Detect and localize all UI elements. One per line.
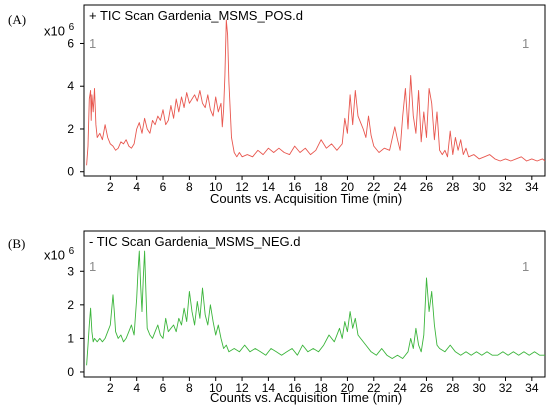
x-tick-label-a-3: 8: [186, 180, 193, 194]
x-tick-label-b-2: 6: [160, 381, 167, 395]
y-tick-label-a-2: 4: [67, 79, 74, 93]
x-tick-label-b-14: 30: [472, 381, 486, 395]
corner-label-right-a: 1: [522, 36, 530, 51]
y-tick-label-b-2: 2: [67, 298, 74, 312]
y-tick-label-a-0: 0: [67, 165, 74, 179]
x-tick-label-a-6: 14: [262, 180, 276, 194]
chart-title-b: - TIC Scan Gardenia_MSMS_NEG.d: [89, 234, 301, 249]
x-tick-label-a-16: 34: [525, 180, 539, 194]
x-tick-label-b-5: 12: [235, 381, 249, 395]
exponent-a: x10 6: [44, 22, 74, 38]
panel-label-a: (A): [8, 12, 27, 27]
chart-title-a: + TIC Scan Gardenia_MSMS_POS.d: [89, 8, 303, 23]
x-tick-label-b-4: 10: [209, 381, 223, 395]
x-axis-label-a: Counts vs. Acquisition Time (min): [210, 191, 403, 206]
x-tick-label-a-8: 18: [314, 180, 328, 194]
x-tick-label-b-8: 18: [314, 381, 328, 395]
x-tick-label-a-10: 22: [367, 180, 381, 194]
corner-label-right-b: 1: [522, 259, 530, 274]
x-tick-label-a-14: 30: [472, 180, 486, 194]
y-tick-label-b-1: 1: [67, 331, 74, 345]
x-tick-label-b-3: 8: [186, 381, 193, 395]
x-tick-label-b-7: 16: [288, 381, 302, 395]
x-tick-label-b-16: 34: [525, 381, 539, 395]
x-tick-label-a-12: 26: [420, 180, 434, 194]
series-line-a-0: [86, 19, 546, 166]
x-tick-label-b-0: 2: [107, 381, 114, 395]
exponent-base-b: x10: [44, 247, 65, 263]
x-tick-label-a-5: 12: [235, 180, 249, 194]
x-tick-label-a-15: 32: [499, 180, 513, 194]
y-tick-label-b-3: 3: [67, 264, 74, 278]
corner-label-left-a: 1: [89, 36, 97, 51]
x-tick-label-a-4: 10: [209, 180, 223, 194]
y-tick-label-a-1: 2: [67, 122, 74, 136]
y-tick-label-b-0: 0: [67, 365, 74, 379]
x-tick-label-a-0: 2: [107, 180, 114, 194]
x-tick-label-b-6: 14: [262, 381, 276, 395]
exponent-power-a: 6: [68, 22, 75, 33]
plot-frame-b: [83, 230, 546, 378]
x-tick-label-a-2: 6: [160, 180, 167, 194]
x-tick-label-a-1: 4: [133, 180, 140, 194]
x-tick-label-a-13: 28: [446, 180, 460, 194]
plot-frame-a: [83, 4, 546, 177]
exponent-base-a: x10: [44, 23, 65, 39]
x-tick-label-a-9: 20: [341, 180, 355, 194]
x-tick-label-b-13: 28: [446, 381, 460, 395]
x-tick-label-b-10: 22: [367, 381, 381, 395]
panel-label-b: (B): [8, 236, 26, 251]
x-tick-label-b-12: 26: [420, 381, 434, 395]
series-line-b-0: [86, 250, 545, 366]
x-tick-label-b-11: 24: [393, 381, 407, 395]
x-axis-label-b: Counts vs. Acquisition Time (min): [210, 390, 403, 405]
x-tick-label-b-15: 32: [499, 381, 513, 395]
x-tick-label-b-1: 4: [133, 381, 140, 395]
x-tick-label-a-7: 16: [288, 180, 302, 194]
x-tick-label-a-11: 24: [393, 180, 407, 194]
x-tick-label-b-9: 20: [341, 381, 355, 395]
exponent-power-b: 6: [68, 246, 75, 257]
y-tick-label-a-3: 6: [67, 36, 74, 50]
exponent-b: x10 6: [44, 246, 74, 262]
corner-label-left-b: 1: [89, 259, 97, 274]
